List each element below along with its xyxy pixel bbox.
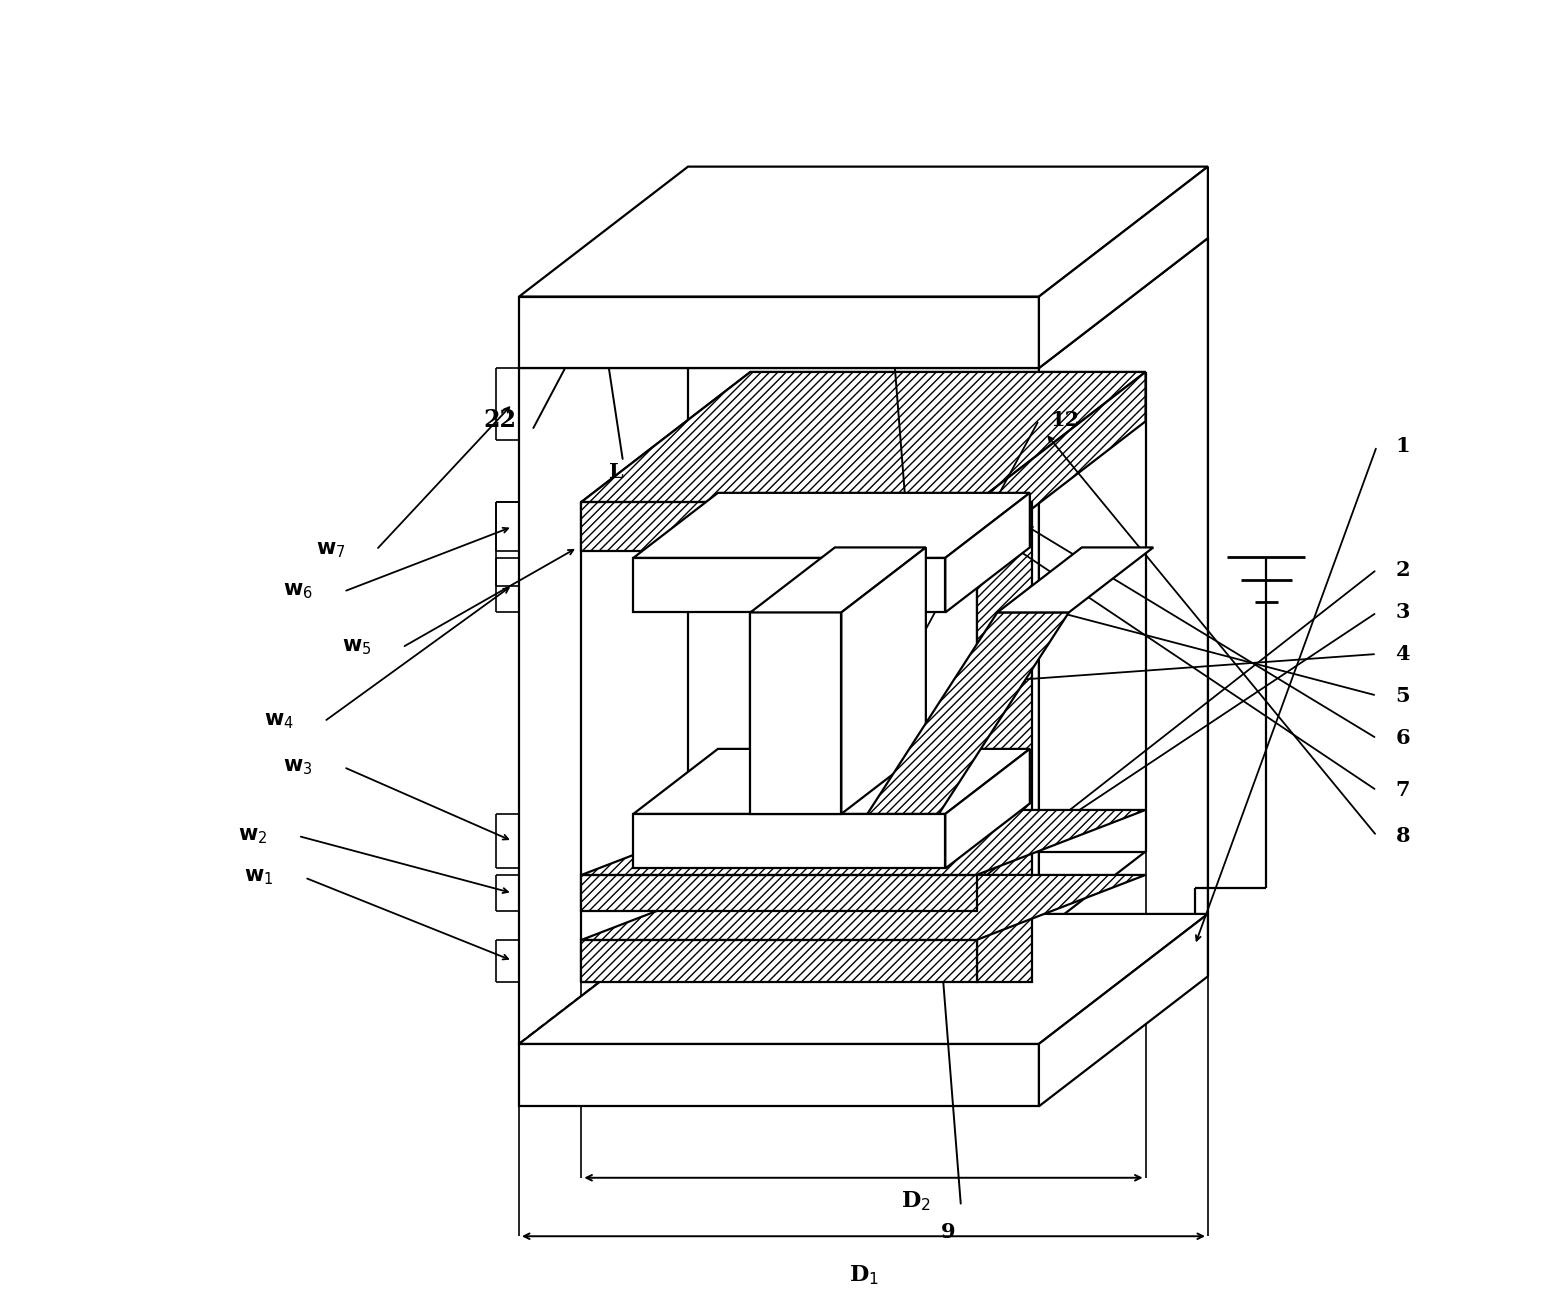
- Polygon shape: [841, 548, 925, 814]
- Text: 6: 6: [1396, 729, 1410, 748]
- Polygon shape: [977, 371, 1145, 552]
- Text: 2: 2: [1396, 560, 1410, 579]
- Text: $\mathbf{w}_{4}$: $\mathbf{w}_{4}$: [263, 712, 293, 731]
- Polygon shape: [581, 371, 1145, 502]
- Polygon shape: [519, 1044, 1039, 1107]
- Text: D3: D3: [763, 536, 795, 556]
- Polygon shape: [634, 557, 946, 612]
- Polygon shape: [1039, 166, 1207, 368]
- Text: 1: 1: [1396, 436, 1410, 456]
- Text: 4: 4: [1396, 644, 1410, 664]
- Polygon shape: [634, 814, 946, 869]
- Text: $\mathbf{w}_{5}$: $\mathbf{w}_{5}$: [341, 638, 371, 658]
- Text: $\mathbf{w}_{7}$: $\mathbf{w}_{7}$: [316, 540, 346, 560]
- Text: 8: 8: [1396, 825, 1410, 846]
- Polygon shape: [581, 940, 977, 981]
- Text: 5: 5: [1396, 685, 1410, 705]
- Polygon shape: [689, 238, 1207, 914]
- Text: D$_1$: D$_1$: [849, 1264, 879, 1287]
- Polygon shape: [997, 548, 1153, 612]
- Text: 12: 12: [1050, 411, 1080, 430]
- Polygon shape: [634, 749, 1030, 814]
- Polygon shape: [1039, 238, 1207, 1044]
- Text: 3: 3: [1396, 603, 1410, 623]
- Text: $\mathbf{w}_{3}$: $\mathbf{w}_{3}$: [284, 757, 313, 777]
- Polygon shape: [519, 914, 1207, 1044]
- Text: 7: 7: [1396, 781, 1410, 800]
- Polygon shape: [581, 875, 977, 912]
- Polygon shape: [751, 612, 841, 814]
- Text: $\mathbf{w}_{2}$: $\mathbf{w}_{2}$: [238, 827, 268, 846]
- Polygon shape: [634, 493, 1030, 557]
- Polygon shape: [581, 810, 1145, 875]
- Polygon shape: [751, 548, 925, 612]
- Polygon shape: [977, 502, 1033, 981]
- Text: 9: 9: [941, 1223, 955, 1243]
- Polygon shape: [519, 166, 1207, 297]
- Polygon shape: [581, 502, 977, 552]
- Polygon shape: [868, 612, 1069, 814]
- Polygon shape: [1039, 914, 1207, 1107]
- Polygon shape: [519, 297, 1039, 368]
- Polygon shape: [946, 749, 1030, 869]
- Text: $\mathbf{w}_{6}$: $\mathbf{w}_{6}$: [284, 582, 313, 602]
- Text: D$_2$: D$_2$: [901, 1189, 930, 1213]
- Text: 22: 22: [483, 408, 516, 432]
- Text: $\mathbf{w}_{1}$: $\mathbf{w}_{1}$: [245, 867, 274, 887]
- Polygon shape: [946, 493, 1030, 612]
- Polygon shape: [581, 875, 1145, 940]
- Text: L: L: [609, 462, 623, 483]
